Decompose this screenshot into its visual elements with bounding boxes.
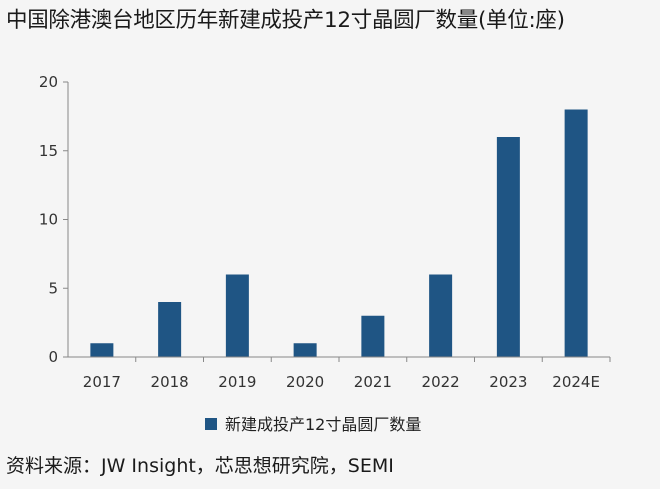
x-tick-label-2023: 2023 [489, 373, 527, 391]
axes-layer: 0 5 10 15 20 2017 2018 2019 2020 2021 2022 2023 2024… [39, 73, 611, 391]
legend-swatch [205, 418, 217, 430]
y-tick-label: 20 [39, 73, 58, 91]
x-tick-label-2017: 2017 [83, 373, 121, 391]
y-tick-label: 15 [39, 142, 58, 160]
bar-2021 [361, 315, 385, 357]
x-tick-label-2020: 2020 [286, 373, 324, 391]
x-tick-label-2019: 2019 [218, 373, 256, 391]
bar-2019 [225, 274, 249, 357]
bar-2017 [90, 343, 114, 357]
x-tick-label-2018: 2018 [151, 373, 189, 391]
bar-2018 [158, 302, 182, 357]
y-tick-label: 0 [48, 348, 58, 366]
x-tick-label-2022: 2022 [422, 373, 460, 391]
source-note: 资料来源：JW Insight，芯思想研究院，SEMI [6, 455, 394, 477]
x-tick-label-2024E: 2024E [552, 373, 600, 391]
bar-2023 [496, 137, 520, 357]
bar-2024E [564, 109, 588, 357]
bar-2022 [429, 274, 453, 357]
legend-label: 新建成投产12寸晶圆厂数量 [225, 415, 421, 434]
y-tick-label: 5 [48, 279, 58, 297]
y-tick-label: 10 [39, 211, 58, 229]
bars-layer [90, 109, 588, 357]
x-tick-label-2021: 2021 [354, 373, 392, 391]
bar-2020 [293, 343, 317, 357]
legend: 新建成投产12寸晶圆厂数量 [205, 415, 421, 434]
chart-title: 中国除港澳台地区历年新建成投产12寸晶圆厂数量(单位:座) [6, 8, 565, 33]
